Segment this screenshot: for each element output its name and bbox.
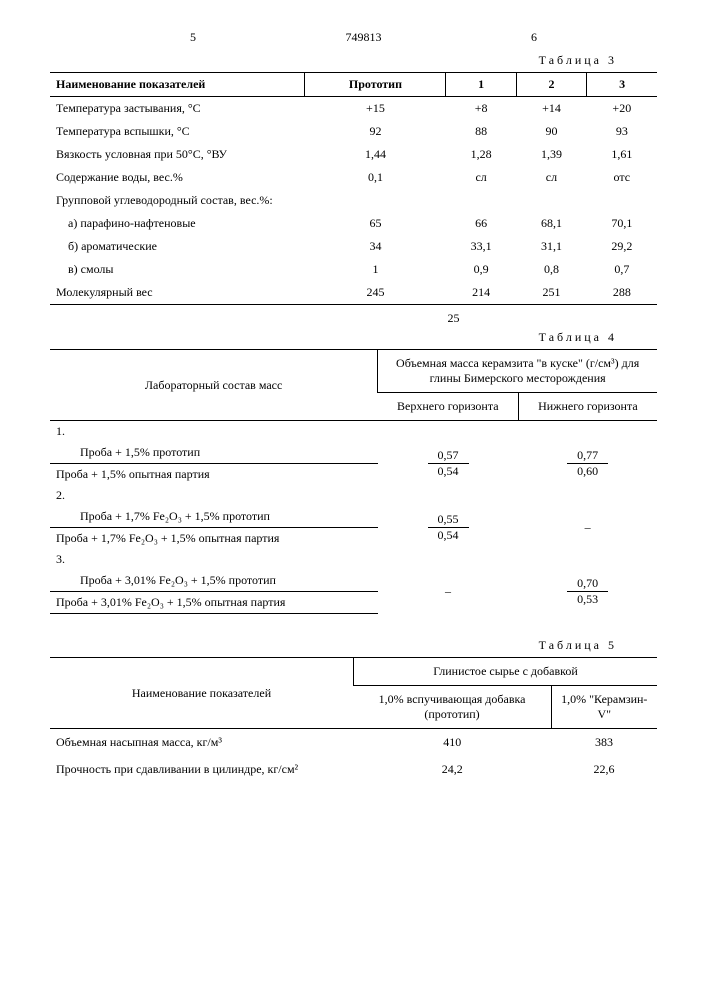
t3-cell: 31,1 [516,235,586,258]
t3-col-4: 3 [587,73,657,97]
t5-row-name: Объемная насыпная масса, кг/м³ [50,729,354,757]
t3-cell: 65 [305,212,446,235]
t3-row-name: в) смолы [50,258,305,281]
t3-cell: 93 [587,120,657,143]
t3-cell: +14 [516,97,586,121]
t3-cell: 0,9 [446,258,516,281]
table5-label: Таблица 5 [50,638,617,653]
t3-cell: 92 [305,120,446,143]
t3-cell: 90 [516,120,586,143]
t3-cell: 214 [446,281,516,305]
t3-cell: сл [446,166,516,189]
t4-top-label: Проба + 1,7% Fe₂O₃ + 1,5% прототип [50,506,378,528]
t5-cell: 24,2 [354,756,552,783]
t4-group-num: 2. [50,485,657,506]
t3-cell: +8 [446,97,516,121]
table3-label: Таблица 3 [50,53,617,68]
t3-cell: 1,44 [305,143,446,166]
t3-cell: 29,2 [587,235,657,258]
table4-label: Таблица 4 [50,330,617,345]
t4-value: – [518,506,657,549]
t3-cell: 88 [446,120,516,143]
t3-cell: 66 [446,212,516,235]
t5-head-sub-0: 1,0% вспучивающая добавка (прототип) [354,686,552,729]
table4: Лабораторный состав масс Объемная масса … [50,349,657,614]
t4-value: 0,700,53 [518,570,657,614]
t5-cell: 383 [551,729,657,757]
t3-row-name: Температура застывания, °С [50,97,305,121]
t3-row-name: б) ароматические [50,235,305,258]
table3: Наименование показателей Прототип 1 2 3 … [50,72,657,305]
t4-value: 0,570,54 [378,442,519,485]
t3-cell: +20 [587,97,657,121]
t3-cell: 288 [587,281,657,305]
table5: Наименование показателей Глинистое сырье… [50,657,657,783]
page-header: 5 749813 6 [50,30,657,45]
mid-column-number: 25 [250,311,657,326]
t3-cell: 0,1 [305,166,446,189]
t3-cell: 68,1 [516,212,586,235]
t3-col-1: Прототип [305,73,446,97]
t4-bot-label: Проба + 1,5% опытная партия [50,464,378,486]
t3-cell [446,189,516,212]
page-num-left: 5 [190,30,196,45]
t3-cell: отс [587,166,657,189]
t3-cell: 1,28 [446,143,516,166]
t3-cell: 0,8 [516,258,586,281]
t4-group-num: 1. [50,421,657,443]
t3-cell: 1 [305,258,446,281]
t4-top-label: Проба + 3,01% Fe₂O₃ + 1,5% прототип [50,570,378,592]
t4-head-main: Объемная масса керамзита "в куске" (г/см… [378,350,657,393]
t3-row-name: Молекулярный вес [50,281,305,305]
t3-col-2: 1 [446,73,516,97]
t3-cell [587,189,657,212]
t3-col-0: Наименование показателей [50,73,305,97]
t3-cell: 245 [305,281,446,305]
t5-row-name: Прочность при сдавливании в цилиндре, кг… [50,756,354,783]
t3-row-name: Содержание воды, вес.% [50,166,305,189]
t3-cell: +15 [305,97,446,121]
t3-row-name: а) парафино-нафтеновые [50,212,305,235]
t4-head-lab: Лабораторный состав масс [50,350,378,421]
t3-cell: 1,61 [587,143,657,166]
t3-cell: 1,39 [516,143,586,166]
t3-row-name: Групповой углеводородный состав, вес.%: [50,189,305,212]
t5-cell: 22,6 [551,756,657,783]
t4-head-sub-0: Верхнего горизонта [378,393,519,421]
t4-value: 0,550,54 [378,506,519,549]
t4-head-sub-1: Нижнего горизонта [518,393,657,421]
doc-number: 749813 [346,30,382,45]
t3-cell: 0,7 [587,258,657,281]
t3-row-name: Вязкость условная при 50°С, °ВУ [50,143,305,166]
t3-cell [516,189,586,212]
t4-value: 0,770,60 [518,442,657,485]
t3-cell: 70,1 [587,212,657,235]
t5-head-sub-1: 1,0% "Керамзин-V" [551,686,657,729]
t4-value: – [378,570,519,614]
t3-cell: 33,1 [446,235,516,258]
t4-top-label: Проба + 1,5% прототип [50,442,378,464]
t3-cell: 251 [516,281,586,305]
t4-bot-label: Проба + 1,7% Fe₂O₃ + 1,5% опытная партия [50,528,378,550]
t5-cell: 410 [354,729,552,757]
t5-head-main: Глинистое сырье с добавкой [354,658,658,686]
t3-cell: сл [516,166,586,189]
t3-cell: 34 [305,235,446,258]
page-num-right: 6 [531,30,537,45]
t4-bot-label: Проба + 3,01% Fe₂O₃ + 1,5% опытная парти… [50,592,378,614]
t3-cell [305,189,446,212]
t4-group-num: 3. [50,549,657,570]
t5-head-name: Наименование показателей [50,658,354,729]
t3-row-name: Температура вспышки, °С [50,120,305,143]
t3-col-3: 2 [516,73,586,97]
